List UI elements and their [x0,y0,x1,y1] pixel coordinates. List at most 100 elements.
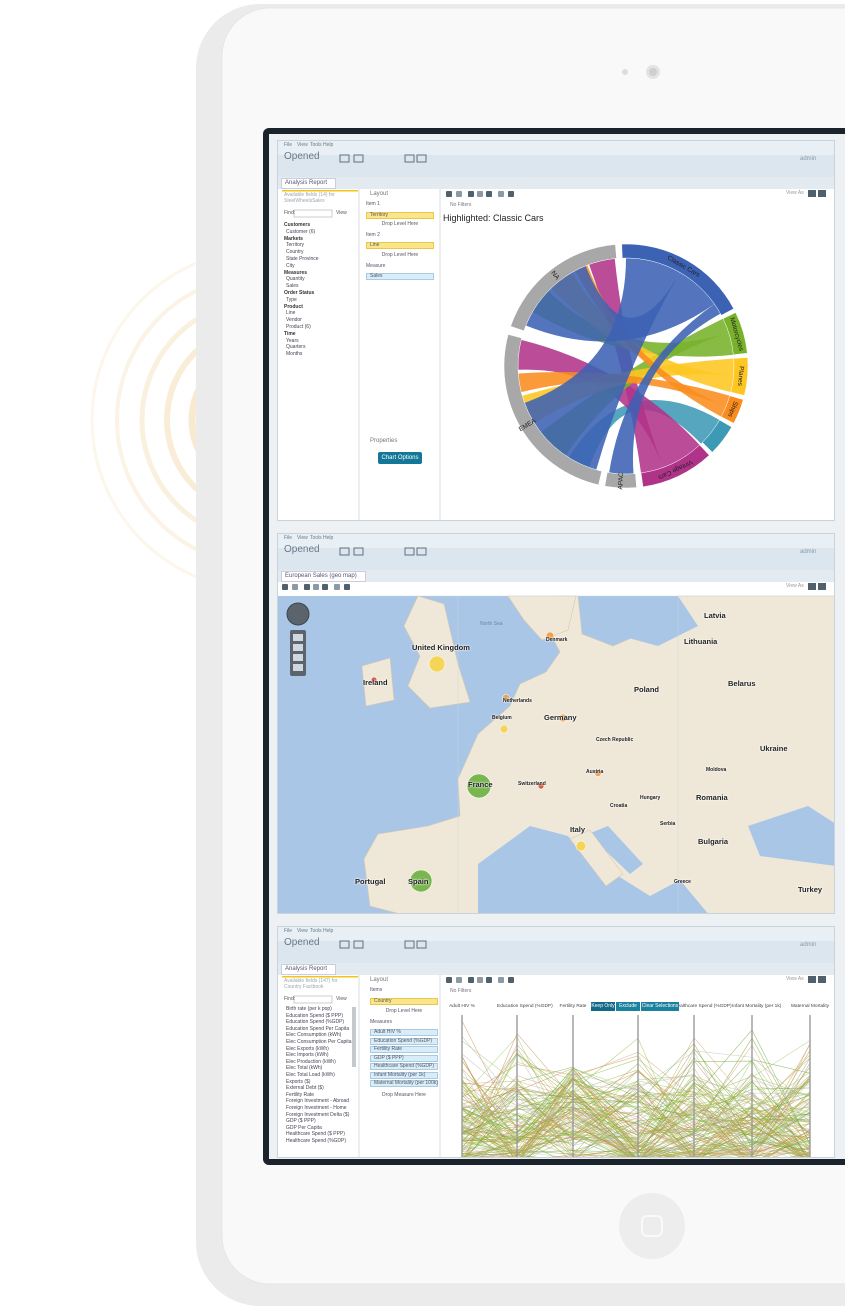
camera-dot [622,69,628,75]
view-as-icon [808,190,816,197]
chart-title: Highlighted: Classic Cars [443,213,544,223]
view-menu: View [336,996,347,1002]
sea-label: North Sea [480,621,503,627]
map-bubble [502,694,510,702]
country-label: Denmark [546,637,568,643]
map-bubble [594,769,602,777]
axis-label: Healthcare Spend (%GDP) [674,1004,732,1009]
layout-title: Layout [370,977,389,983]
user-menu: admin [800,549,817,555]
chart-options-button[interactable]: Chart Options [378,452,422,464]
axis-label: Infant Mortality (per 1k) [732,1004,782,1009]
measure-chip: Healthcare Spend (%GDP) [370,1063,438,1070]
field-item: Foreign Investment - Abroad [286,1098,350,1105]
layout-label: Measures [370,1019,392,1025]
new-icon [353,547,364,556]
field-item: Foreign Investment - Home [286,1105,347,1111]
save-icon [404,154,415,163]
find-label: Find: [284,210,296,216]
layout-label: Measure [366,263,386,269]
selection-button[interactable]: Clear Selections [641,1002,679,1011]
country-label: Czech Republic [596,737,634,743]
app-panel: Classic Cars Motorcycles Planes Ships Vintag… [277,140,835,521]
toolbar-icon [446,191,452,197]
opened-menu: Opened [284,151,320,162]
app-header-top [278,141,834,155]
map-land [403,595,471,709]
country-label: Croatia [610,803,628,809]
selection-button[interactable]: Keep Only [591,1002,615,1011]
field-item: Territory [286,242,305,249]
country-label: Spain [408,877,429,886]
view-as: View As [786,190,804,196]
country-label: Bulgaria [698,837,729,846]
country-label: Italy [570,825,586,834]
menu-item: Tools [310,535,322,541]
country-label: Lithuania [684,637,718,646]
view-as: View As [786,583,804,589]
view-as: View As [786,976,804,982]
export-icon [416,154,427,163]
map-sea-area [478,826,708,913]
filter-status: No Filters [450,988,472,994]
folder-icon [339,547,350,556]
field-item: Fertility Rate [286,1091,315,1098]
menu-item: View [297,928,308,934]
export-icon [416,940,427,949]
country-label: France [468,780,493,789]
field-item: Vendor [286,317,302,324]
toolbar-icon [468,977,474,983]
measure-chip: Adult HIV % [370,1029,438,1036]
panel-graphics [278,534,834,913]
country-label: Romania [696,793,728,802]
new-icon [353,940,364,949]
menu-item: View [297,142,308,148]
segment-label: NA [549,270,560,282]
country-label: Belarus [728,679,756,688]
toolbar-icon [486,977,492,983]
new-icon [353,154,364,163]
field-item: Elec Exports (kWh) [286,1045,329,1052]
field-item: Years [286,337,299,344]
field-item: Healthcare Spend (%GDP) [286,1138,347,1144]
fields-title: Available fields (147) for Country Factb… [284,978,338,990]
drop-zone: Drop Level Here [381,221,419,227]
country-label: Hungary [640,795,661,801]
tab: Analysis Report [281,964,337,975]
field-item: Quarters [286,344,306,351]
view-as-icon [808,583,816,590]
map-bubble [409,869,433,893]
country-label: Moldova [706,767,727,773]
view-as-icon [818,976,826,983]
measure-chip: Infant Mortality (per 1k) [370,1071,438,1079]
country-label: Serbia [660,821,676,827]
toolbar-icon [304,584,310,590]
menu-item: File [284,142,293,148]
map-bubble [537,782,545,790]
field-item: Elec Production (kWh) [286,1058,336,1065]
toolbar-icon [477,977,483,983]
map-bubble [370,676,378,684]
field-item: Elec Consumption (kWh) [286,1032,342,1039]
zoom-button [293,654,303,661]
segment-label: Planes [736,366,745,387]
map-sea-area [588,826,643,874]
measure-chip: GDP ($ PPP) [370,1054,438,1062]
map-bubble [558,713,568,723]
opened-menu: Opened [284,544,320,555]
drop-zone: Drop Level Here [385,1008,423,1014]
toolbar-icon [313,584,319,590]
fields-title: Available fields (14) for SteelWheelsSal… [284,192,335,204]
axis-label: Adult HIV % [449,1004,475,1009]
toolbar-icon [498,191,504,197]
country-label: Portugal [355,877,386,886]
field-group: Time [284,330,296,337]
zoom-button [293,664,303,671]
menu-item: Help [323,535,334,541]
axis-label: Education Spend (%GDP) [497,1004,553,1009]
app-panel: File View Tools Help Opened admin Analysis Rep… [277,926,835,1158]
find-label: Find: [284,996,296,1002]
field-item: External Debt ($) [286,1085,324,1092]
selection-button[interactable]: Exclude [616,1002,640,1011]
